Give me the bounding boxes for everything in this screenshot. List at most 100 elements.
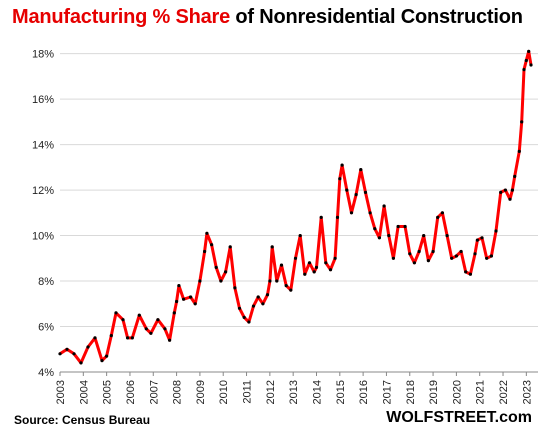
y-tick-label: 12%: [32, 185, 54, 197]
data-point: [345, 188, 349, 192]
data-point: [319, 215, 323, 219]
data-point: [524, 58, 528, 63]
data-point: [335, 215, 340, 219]
data-point: [175, 299, 179, 304]
data-point: [513, 174, 517, 178]
data-point: [459, 249, 463, 254]
series-layer: [58, 49, 533, 365]
x-tick-label: 2020: [451, 380, 463, 404]
data-point: [422, 234, 426, 238]
chart-title: Manufacturing % Share of Nonresidential …: [12, 6, 523, 29]
data-point: [359, 168, 363, 172]
gridlines: [60, 53, 538, 373]
y-tick-label: 6%: [38, 322, 54, 334]
data-point: [363, 190, 368, 194]
data-point: [237, 306, 242, 310]
data-point: [270, 245, 274, 249]
data-point: [412, 261, 416, 265]
x-tick-label: 2017: [381, 380, 393, 404]
data-point: [114, 311, 118, 315]
data-point: [396, 224, 400, 229]
data-point: [100, 359, 104, 363]
x-tick-label: 2022: [498, 380, 510, 404]
data-point: [503, 188, 507, 192]
data-point: [333, 256, 337, 260]
data-point: [480, 236, 484, 240]
data-point: [205, 231, 209, 235]
data-point: [324, 261, 328, 265]
data-point: [144, 327, 148, 331]
data-point: [79, 361, 83, 365]
data-point: [499, 190, 503, 194]
chart-title-rest: of Nonresidential Construction: [230, 6, 523, 28]
data-point: [275, 279, 279, 283]
data-point: [203, 249, 207, 254]
x-tick-label: 2018: [405, 380, 417, 404]
data-point: [373, 227, 377, 231]
x-tick-label: 2015: [335, 380, 347, 404]
data-point: [172, 311, 176, 315]
data-point: [417, 249, 421, 254]
data-point: [450, 256, 454, 260]
data-point: [382, 204, 386, 208]
data-point: [489, 254, 493, 258]
data-point: [256, 295, 260, 299]
data-point: [377, 236, 381, 240]
data-point: [251, 304, 256, 308]
data-point: [177, 284, 181, 288]
data-point: [440, 211, 444, 215]
y-axis-ticks: 4% 6% 8% 10% 12% 14% 16% 18%: [32, 49, 54, 379]
data-point: [340, 163, 344, 167]
data-point: [522, 68, 526, 72]
y-tick-label: 18%: [32, 49, 54, 61]
data-point: [210, 243, 214, 247]
data-point: [510, 188, 514, 192]
data-point: [149, 331, 153, 335]
data-point: [328, 268, 333, 272]
y-tick-label: 16%: [32, 94, 54, 106]
x-tick-label: 2004: [78, 380, 90, 404]
data-point: [156, 318, 160, 322]
data-point: [307, 261, 312, 265]
data-point: [368, 211, 372, 215]
chart-title-highlight: Manufacturing % Share: [12, 6, 231, 28]
x-tick-label: 2005: [102, 380, 114, 404]
data-point: [121, 318, 125, 322]
data-point: [454, 254, 458, 258]
series-line: [59, 49, 533, 365]
data-point: [284, 284, 288, 288]
data-point: [168, 338, 172, 342]
data-point: [86, 345, 90, 349]
y-tick-label: 14%: [32, 140, 54, 152]
data-point: [475, 238, 479, 242]
data-point: [130, 336, 134, 340]
data-point: [303, 272, 307, 276]
data-point: [137, 313, 141, 317]
x-tick-label: 2021: [475, 380, 487, 404]
data-point: [163, 327, 167, 331]
data-point: [312, 270, 316, 274]
data-point: [214, 265, 218, 269]
data-point: [468, 272, 472, 276]
y-tick-label: 10%: [32, 231, 54, 243]
data-point: [65, 347, 69, 351]
x-tick-label: 2014: [311, 380, 323, 404]
x-tick-label: 2012: [265, 380, 277, 404]
x-tick-label: 2019: [428, 380, 440, 404]
data-point: [72, 352, 76, 356]
data-point: [58, 352, 62, 356]
y-tick-label: 8%: [38, 276, 54, 288]
x-tick-label: 2016: [358, 380, 370, 404]
data-point: [391, 256, 395, 260]
data-point: [93, 336, 97, 340]
data-point: [198, 279, 202, 283]
data-point: [182, 297, 186, 301]
data-point: [445, 234, 449, 238]
y-tick-label: 4%: [38, 367, 54, 379]
brand-label: WOLFSTREET.com: [386, 409, 532, 426]
x-tick-label: 2003: [55, 380, 67, 404]
data-point: [247, 320, 251, 324]
x-tick-label: 2007: [148, 380, 160, 404]
x-axis-ticks: 2003 2004 2005 2006 2007 2008 2009 2010 2011 2012…: [55, 372, 533, 404]
